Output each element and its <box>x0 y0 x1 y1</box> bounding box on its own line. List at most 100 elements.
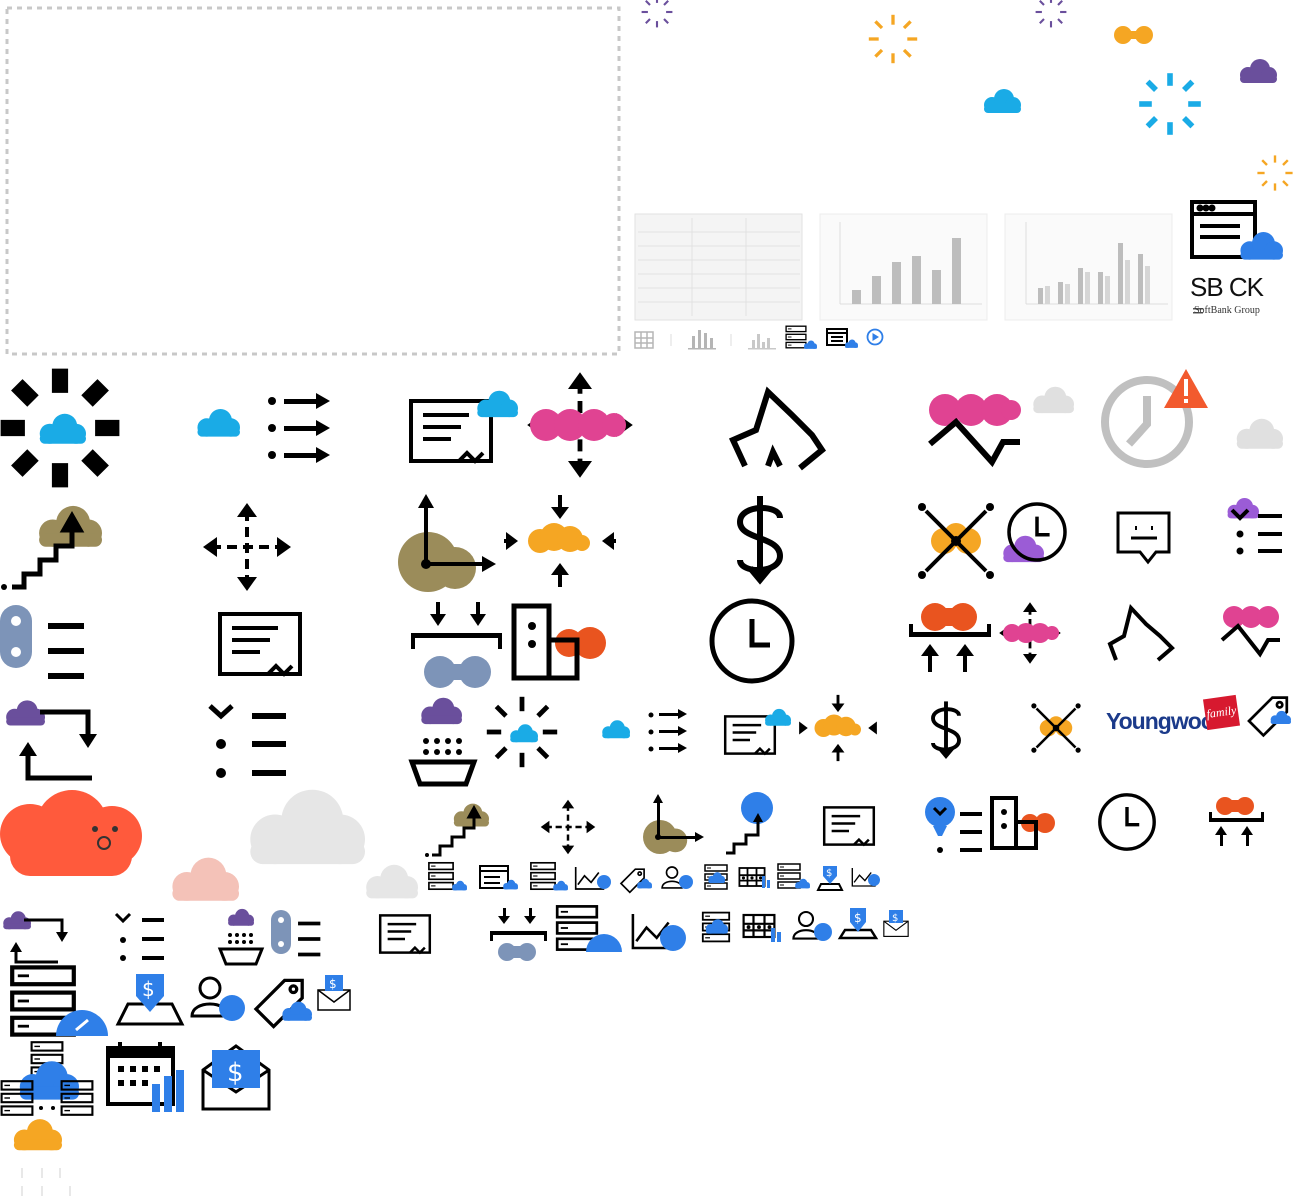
pie-icon <box>219 995 245 1021</box>
grouped-bar-chart-icon[interactable] <box>748 334 776 350</box>
move-arrows-icon <box>201 501 293 593</box>
smiling-cloud-icon-coral <box>0 790 142 876</box>
broken-shape-icon-small <box>1107 603 1175 662</box>
location-dollar-icon-large: $ <box>115 974 185 1026</box>
lift-icon <box>909 624 991 672</box>
loop-arrows-icon-small <box>10 918 68 964</box>
youngwoo-family-badge: family <box>1203 694 1240 731</box>
cloud-icon-purple <box>1240 59 1277 83</box>
broken-shape-icon <box>728 386 827 471</box>
basin-icon <box>408 738 478 787</box>
table-icon[interactable] <box>634 331 654 349</box>
grouped-bar-chart-thumbnail <box>1004 213 1173 321</box>
burst-icon-purple-1 <box>640 0 674 29</box>
cloud-icon-orange-small <box>814 714 861 737</box>
lift-icon-small <box>1209 812 1264 846</box>
bar-chart-icon <box>771 928 781 942</box>
burst-icon-purple-2 <box>1034 0 1068 29</box>
cloud-icon-orange <box>528 523 590 553</box>
checklist-icon-small <box>114 912 164 961</box>
clock-icon-large <box>712 601 792 681</box>
cloud-icon <box>705 919 728 934</box>
sbck-logo-text: SB CK <box>1190 272 1264 302</box>
stairs-up-icon-small <box>425 804 482 857</box>
window-cloud-icon-large <box>1190 200 1257 259</box>
compress-icon-small <box>490 908 547 941</box>
move-arrows-icon-small <box>539 798 597 856</box>
dollar-icon-small <box>931 699 961 758</box>
rain-dash-marks <box>21 1168 71 1196</box>
svg-text:$: $ <box>227 1058 244 1088</box>
axis-arrows-icon <box>418 494 496 572</box>
server-network-icon-large <box>0 1041 94 1116</box>
lightbulb-list-icon <box>925 797 982 853</box>
svg-text:$: $ <box>854 911 862 925</box>
play-circle-icon[interactable] <box>866 328 884 346</box>
converge-cloud-icon-small <box>799 694 877 762</box>
table-thumbnail <box>634 213 803 321</box>
cloud-icon-blue <box>197 409 240 437</box>
location-dollar-icon: $ <box>837 908 879 940</box>
stairs-up-icon <box>1 510 85 590</box>
certificate-icon-small <box>822 806 876 846</box>
cloud-icon-pink <box>530 409 626 441</box>
compress-icon <box>411 602 502 649</box>
cloud-icon-gray <box>1236 418 1283 449</box>
cloud-icon-olive <box>643 820 688 854</box>
softbank-rule <box>1193 308 1203 310</box>
softbank-rule <box>1193 312 1203 314</box>
cloud-icon-purple <box>6 700 45 726</box>
dollar-icon <box>740 496 780 580</box>
infinity-cloud-icon-slate <box>498 943 536 961</box>
cloud-icon <box>282 1001 312 1021</box>
gauge-icon <box>56 1010 108 1036</box>
flow-arrows-icon-small <box>648 709 687 753</box>
checklist-icon <box>208 704 286 778</box>
mini-icon-row: $ <box>428 861 880 894</box>
pie-icon <box>814 923 832 941</box>
chat-bubble-icon <box>1116 511 1171 565</box>
burst-icon-orange-1 <box>867 13 919 65</box>
svg-text:$: $ <box>142 977 155 1001</box>
cross-cloud-icon-small <box>1031 703 1081 753</box>
window-cloud-icon[interactable] <box>826 328 848 346</box>
server-cloud-icon[interactable] <box>785 325 807 349</box>
cloud-icon-gray <box>1033 386 1074 414</box>
basin-icon-small <box>217 933 265 966</box>
pie-icon <box>660 925 686 951</box>
cloud-icon-pink-small <box>1003 623 1059 643</box>
cloud-icon-purple <box>421 697 462 725</box>
gauge-icon <box>586 934 622 952</box>
bar-chart-thumbnail <box>819 213 988 321</box>
envelope-dollar-icon-large: $ <box>201 1044 271 1111</box>
zigzag-arrow-icon-small <box>1220 623 1280 658</box>
cloud-icon-pale-pink <box>172 857 239 901</box>
cloud-icon-blue <box>39 413 86 444</box>
converge-cloud-icon <box>504 495 616 587</box>
building-cloud-icon-small <box>990 796 1055 850</box>
cloud-icon-pink <box>929 394 1021 426</box>
bar-chart-icon[interactable] <box>688 330 716 350</box>
envelope-dollar-icon-medium <box>317 989 351 1011</box>
list-icon <box>48 623 84 679</box>
cloud-icon-red-orange <box>921 603 977 631</box>
burst-icon-blue <box>1139 73 1201 135</box>
clock-icon-medium <box>1098 793 1156 851</box>
zigzag-arrow-icon <box>928 417 1020 468</box>
stairs-lightbulb-icon <box>726 792 773 855</box>
dollar-glyph: $ <box>892 913 898 924</box>
cloud-icon-gray-large <box>250 789 365 865</box>
dollar-glyph: $ <box>329 977 337 991</box>
svg-text:$: $ <box>826 868 832 879</box>
dollar-badge <box>889 910 903 923</box>
certificate-icon-small <box>378 914 432 954</box>
link-cloud-icon-slate <box>0 605 32 668</box>
gauge-needle <box>75 1018 89 1032</box>
cloud-icon-blue <box>510 724 538 743</box>
cloud-icon-orange <box>13 1119 62 1151</box>
youngwoo-logo-text: Youngwoo <box>1106 708 1215 734</box>
cloud-icon-blue-small <box>984 89 1021 113</box>
softbank-group-text: SoftBank Group <box>1194 305 1260 316</box>
cloud-icon-red-orange <box>1216 797 1254 815</box>
